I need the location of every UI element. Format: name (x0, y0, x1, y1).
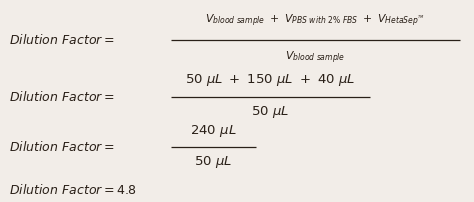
Text: $\mathit{Dilution\ Factor} = $: $\mathit{Dilution\ Factor} = $ (9, 90, 115, 104)
Text: $\mathit{Dilution\ Factor} = $: $\mathit{Dilution\ Factor} = $ (9, 33, 115, 47)
Text: $\mathit{Dilution\ Factor} = 4.8$: $\mathit{Dilution\ Factor} = 4.8$ (9, 183, 137, 197)
Text: $V_{\mathit{blood\ sample}}\ +\ V_{\mathit{PBS\ with\ 2\%\ FBS}}\ +\ V_{\mathit{: $V_{\mathit{blood\ sample}}\ +\ V_{\math… (205, 13, 425, 29)
Text: $50\ \mu L$: $50\ \mu L$ (251, 104, 289, 120)
Text: $50\ \mu L\ +\ 150\ \mu L\ +\ 40\ \mu L$: $50\ \mu L\ +\ 150\ \mu L\ +\ 40\ \mu L$ (185, 72, 356, 88)
Text: $V_{\mathit{blood\ sample}}$: $V_{\mathit{blood\ sample}}$ (285, 49, 346, 66)
Text: $\mathit{Dilution\ Factor} = $: $\mathit{Dilution\ Factor} = $ (9, 140, 115, 155)
Text: $240\ \mu L$: $240\ \mu L$ (190, 123, 237, 139)
Text: $50\ \mu L$: $50\ \mu L$ (194, 154, 232, 170)
